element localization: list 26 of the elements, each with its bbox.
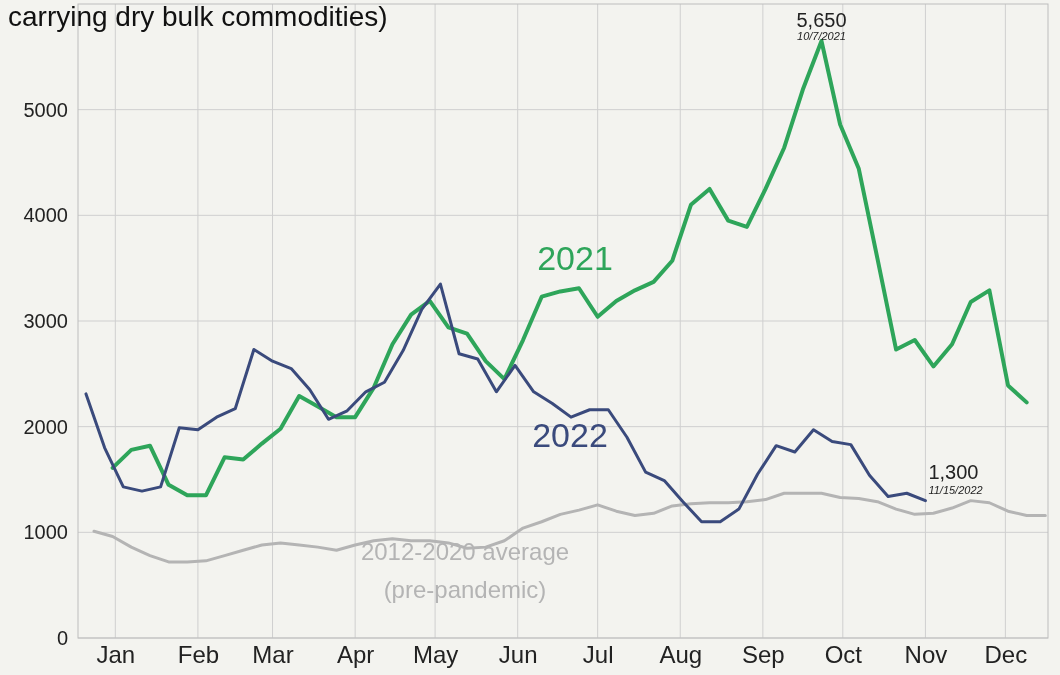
- y-tick-label: 4000: [23, 204, 68, 227]
- series-label: 2021: [537, 239, 613, 277]
- y-tick-label: 3000: [23, 309, 68, 332]
- x-tick-label: Mar: [252, 641, 294, 669]
- x-tick-label: Jan: [96, 641, 136, 669]
- annotation: 5,650: [796, 8, 847, 31]
- y-tick-label: 5000: [23, 98, 68, 121]
- x-tick-label: Oct: [824, 641, 863, 669]
- y-tick-label: 1000: [23, 521, 68, 544]
- x-tick-label: Feb: [177, 641, 220, 669]
- series-label: 2022: [532, 416, 608, 454]
- y-tick-label: 2000: [23, 415, 68, 438]
- chart-title: carrying dry bulk commodities): [8, 1, 388, 32]
- x-tick-label: Apr: [336, 641, 375, 669]
- annotation: 11/15/2022: [928, 483, 983, 496]
- annotation: 10/7/2021: [797, 29, 846, 42]
- annotation: 1,300: [928, 460, 979, 483]
- x-tick-label: Sep: [742, 641, 785, 669]
- series-label: 2012-2020 average (pre-pandemic): [360, 538, 570, 604]
- x-tick-label: Aug: [659, 641, 703, 669]
- x-tick-label: Dec: [984, 641, 1028, 669]
- x-tick-label: May: [412, 641, 459, 669]
- x-tick-label: Jul: [582, 641, 614, 669]
- x-tick-label: Jun: [498, 641, 538, 669]
- y-tick-label: 0: [56, 626, 68, 649]
- x-tick-label: Nov: [904, 641, 948, 669]
